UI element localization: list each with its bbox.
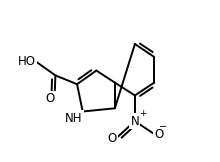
Text: O: O xyxy=(154,127,163,140)
Text: NH: NH xyxy=(65,111,83,125)
Text: N: N xyxy=(130,115,139,128)
Text: O: O xyxy=(45,92,55,105)
Text: HO: HO xyxy=(18,55,36,68)
Text: +: + xyxy=(139,109,147,118)
Text: −: − xyxy=(160,122,168,132)
Text: O: O xyxy=(107,132,116,145)
